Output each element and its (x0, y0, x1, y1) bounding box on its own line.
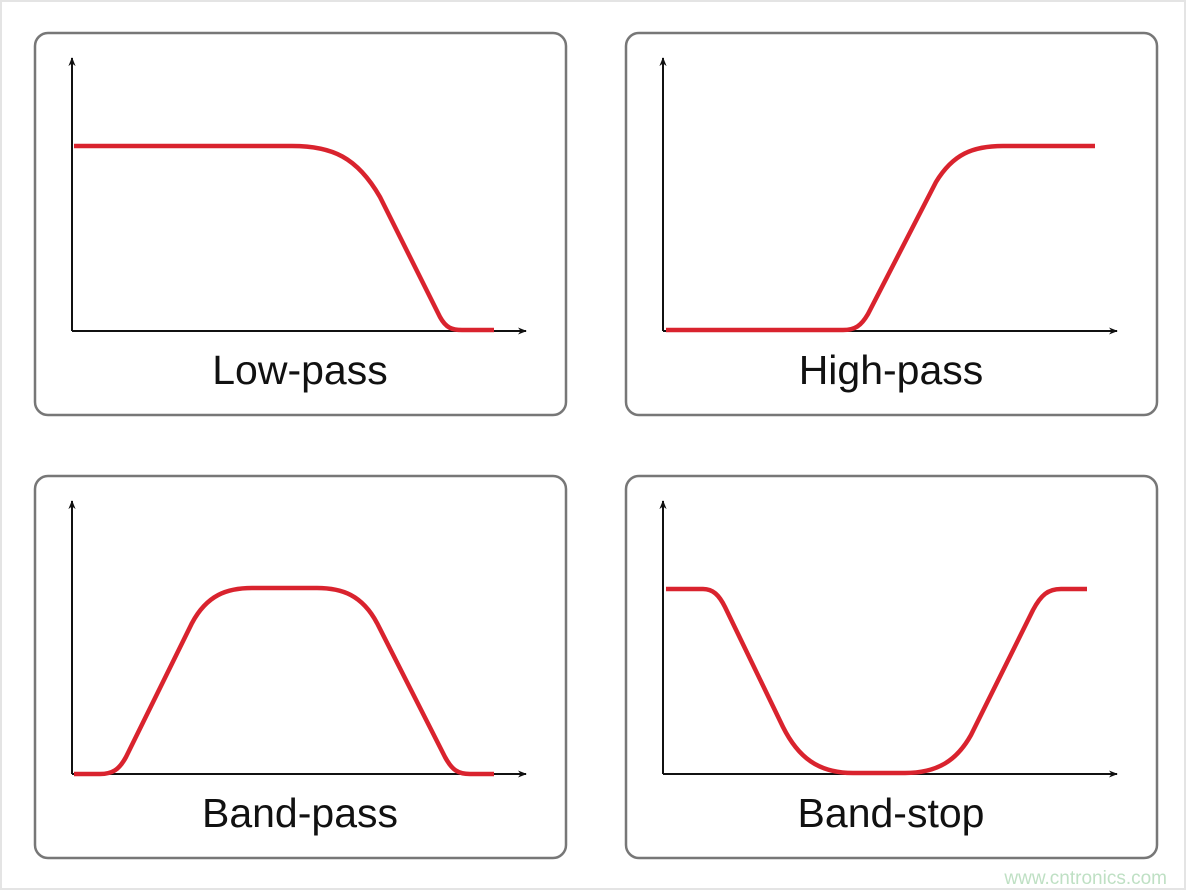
panel-label: Low-pass (212, 347, 387, 393)
panel-band-pass: Band-pass (33, 474, 568, 860)
response-curve (666, 586, 1087, 776)
panel-label: Band-stop (798, 790, 985, 836)
panel-frame (624, 31, 1159, 417)
panel-frame (33, 31, 568, 417)
response-curve (666, 143, 1095, 333)
panel-band-stop: Band-stop (624, 474, 1159, 860)
panel-high-pass: High-pass (624, 31, 1159, 417)
panel-label: Band-pass (202, 790, 398, 836)
panel-frame (624, 474, 1159, 860)
watermark: www.cntronics.com (1003, 868, 1167, 889)
response-curve (74, 143, 494, 333)
panel-low-pass: Low-pass (33, 31, 568, 417)
panel-frame (33, 474, 568, 860)
response-curve (74, 585, 494, 777)
panel-label: High-pass (799, 347, 984, 393)
